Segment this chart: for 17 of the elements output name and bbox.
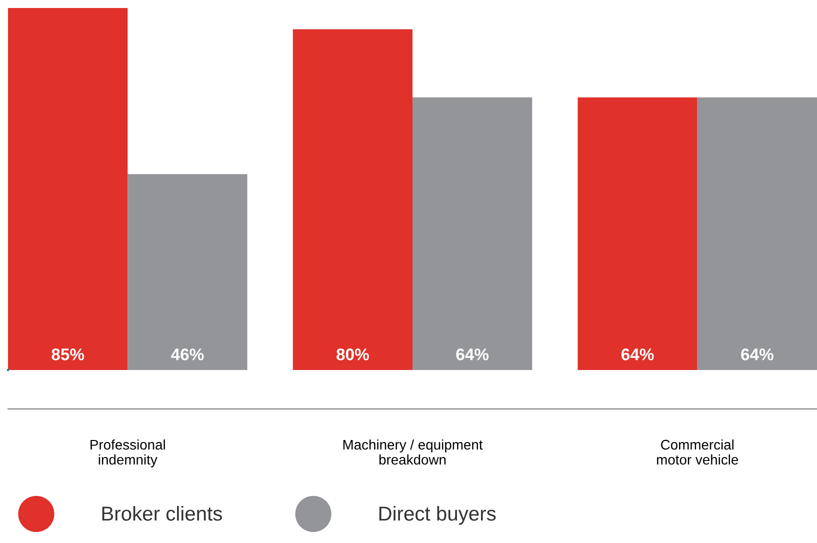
legend-label: Broker clients [102, 506, 222, 521]
data-label: 85% [52, 348, 84, 360]
data-label: 64% [456, 348, 489, 360]
bar [292, 29, 412, 370]
legend-label: Direct buyers [379, 506, 496, 525]
bar [128, 174, 248, 370]
data-label: 64% [741, 348, 774, 360]
bar [8, 8, 128, 370]
bar [578, 97, 698, 370]
bar [697, 97, 817, 370]
x-tick-label: Machinery / equipment breakdown [343, 439, 483, 465]
data-label: 46% [171, 348, 204, 360]
x-tick-label: Commercial motor vehicle [656, 439, 738, 465]
data-label: 64% [621, 348, 654, 360]
data-label: 80% [336, 348, 369, 360]
x-tick-label: Professional indemnity [90, 439, 165, 468]
bar [412, 97, 532, 370]
